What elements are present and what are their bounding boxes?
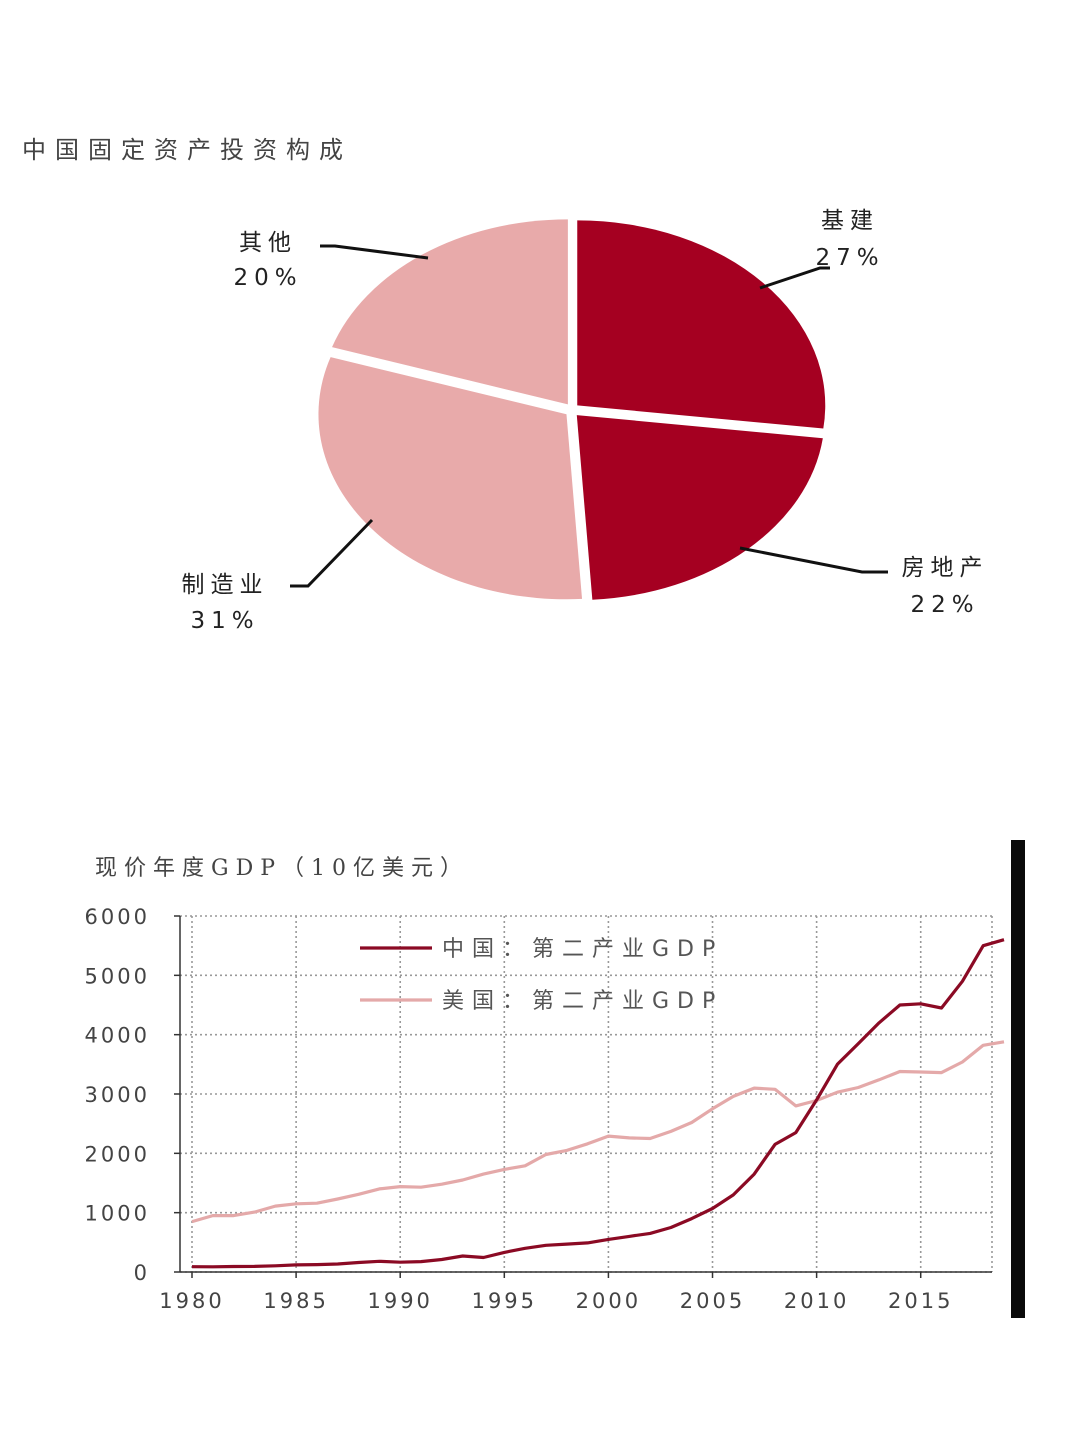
line-chart-title: 现价年度GDP（10亿美元） [95,856,470,881]
x-tick-label: 2005 [680,1289,745,1313]
pie-chart-title: 中国固定资产投资构成 [22,136,352,164]
x-tick-label: 1990 [367,1289,432,1313]
x-tick-label: 2000 [576,1289,641,1313]
pie-leader-line [739,546,888,574]
pie-chart: 基建 27% 房地产 22% 制造业 31% 其他 20% [182,208,989,634]
series-line [191,938,1005,1269]
series-line [191,1040,1005,1224]
pie-slice-percent: 22% [910,592,979,618]
pie-slice [318,357,583,600]
y-tick-label: 3000 [85,1083,150,1107]
pie-slice [332,219,568,405]
pie-leader-line [290,518,374,588]
y-tick-label: 5000 [85,964,150,988]
pie-slice-label: 房地产 [902,555,989,581]
y-tick-label: 4000 [85,1024,150,1048]
pie-slice-label: 制造业 [182,572,269,598]
x-tick-label: 1980 [159,1289,224,1313]
legend-label: 中国：第二产业GDP [442,937,723,962]
pie-slice-percent: 20% [233,265,302,291]
x-tick-label: 2010 [784,1289,849,1313]
y-tick-label: 0 [134,1261,150,1285]
pie-slice-label: 其他 [239,230,297,256]
legend-label: 美国：第二产业GDP [442,989,723,1014]
pie-leader-line [759,266,830,290]
y-tick-label: 6000 [85,905,150,929]
pie-slice-percent: 31% [190,608,259,634]
y-tick-label: 2000 [85,1142,150,1166]
x-tick-label: 2015 [888,1289,953,1313]
pie-slice-percent: 27% [815,245,884,271]
x-tick-label: 1985 [263,1289,328,1313]
pie-slice [576,415,823,600]
pie-slice [577,220,826,429]
x-tick-label: 1995 [472,1289,537,1313]
scrollbar-edge [1011,840,1025,1318]
pie-slice-label: 基建 [821,208,879,234]
y-tick-label: 1000 [85,1202,150,1226]
pie-leader-line [320,244,429,260]
